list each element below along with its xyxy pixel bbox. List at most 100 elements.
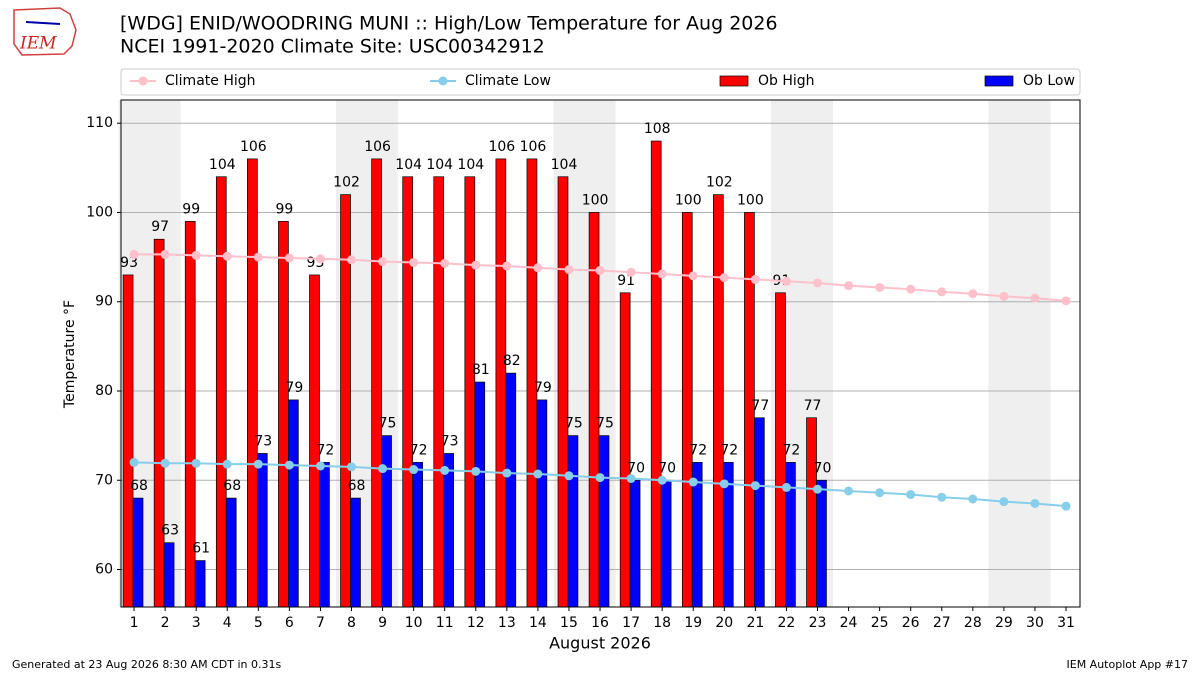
legend-label: Ob High [758, 73, 815, 89]
data-label: 70 [814, 460, 832, 476]
bar [122, 274, 134, 608]
bar [132, 497, 144, 608]
bar [153, 238, 165, 608]
point [688, 477, 698, 487]
bar [371, 158, 382, 608]
bar [443, 453, 454, 608]
y-tick-label: 80 [95, 383, 113, 399]
x-tick-label: 26 [902, 615, 920, 631]
footer-right: IEM Autoplot App #17 [1067, 658, 1189, 671]
x-tick-label: 8 [347, 615, 356, 631]
point [968, 289, 978, 299]
weekend-shade [1019, 100, 1051, 607]
logo: IEM [13, 7, 77, 56]
data-label: 77 [751, 398, 769, 414]
x-tick-label: 10 [405, 615, 423, 631]
point [284, 460, 294, 470]
bar [567, 435, 579, 608]
data-label: 68 [348, 478, 366, 494]
point [222, 459, 232, 469]
point [844, 281, 854, 291]
point [564, 471, 574, 481]
bar [474, 381, 486, 608]
data-label: 104 [551, 157, 578, 173]
bar [163, 542, 175, 608]
point [471, 260, 481, 270]
data-label: 102 [706, 175, 733, 191]
data-label: 72 [316, 442, 334, 458]
y-tick-label: 90 [95, 294, 113, 310]
bar [194, 560, 206, 608]
x-tick-label: 11 [436, 615, 454, 631]
data-label: 82 [503, 353, 521, 369]
point [1030, 293, 1040, 303]
point [409, 465, 419, 475]
data-label: 75 [565, 416, 583, 432]
y-axis-label: Temperature °F [62, 300, 78, 409]
bar [247, 158, 258, 608]
point [812, 278, 822, 288]
point [626, 267, 636, 277]
data-label: 73 [254, 433, 272, 449]
point [1061, 501, 1071, 511]
data-label: 97 [151, 219, 169, 235]
data-label: 100 [582, 192, 609, 208]
x-tick-label: 30 [1026, 615, 1044, 631]
bar [412, 462, 423, 608]
data-label: 75 [379, 416, 397, 432]
point [750, 274, 760, 284]
data-label: 106 [520, 139, 547, 155]
x-tick-label: 22 [778, 615, 796, 631]
data-label: 99 [275, 201, 293, 217]
data-label: 72 [782, 442, 800, 458]
y-tick-label: 60 [95, 562, 113, 578]
y-tick-label: 110 [86, 115, 113, 131]
x-tick-label: 17 [622, 615, 640, 631]
point [502, 261, 512, 271]
data-label: 81 [472, 362, 490, 378]
chart-title: [WDG] ENID/WOODRING MUNI :: High/Low Tem… [120, 13, 778, 35]
data-label: 70 [627, 460, 645, 476]
legend-swatch [438, 76, 448, 86]
data-label: 106 [488, 139, 515, 155]
data-label: 100 [675, 192, 702, 208]
data-label: 77 [804, 398, 822, 414]
x-tick-label: 3 [192, 615, 201, 631]
bar [806, 417, 817, 608]
bar [309, 274, 320, 608]
point [781, 276, 791, 286]
point [844, 486, 854, 496]
weekend-shade [988, 100, 1020, 607]
bar [660, 479, 672, 608]
data-label: 63 [161, 523, 179, 539]
x-tick-label: 6 [285, 615, 294, 631]
legend-swatch [138, 76, 148, 86]
x-tick-label: 29 [995, 615, 1013, 631]
point [595, 473, 605, 483]
data-label: 99 [182, 201, 200, 217]
logo-text: IEM [19, 34, 57, 54]
data-label: 75 [596, 416, 614, 432]
point [875, 488, 885, 498]
footer-left: Generated at 23 Aug 2026 8:30 AM CDT in … [12, 658, 281, 671]
point [906, 284, 916, 294]
point [502, 468, 512, 478]
data-label: 93 [120, 255, 138, 271]
point [409, 257, 419, 267]
point [378, 257, 388, 267]
point [1061, 296, 1071, 306]
x-tick-label: 9 [378, 615, 387, 631]
bar [681, 212, 693, 608]
x-tick-label: 2 [161, 615, 170, 631]
legend-label: Climate Low [465, 73, 551, 89]
data-label: 70 [658, 460, 676, 476]
point [533, 469, 543, 479]
bar [713, 194, 724, 608]
bar [319, 462, 330, 608]
point [253, 252, 263, 262]
y-tick-label: 100 [86, 204, 113, 220]
bar [816, 479, 827, 608]
point [657, 269, 667, 279]
x-tick-label: 14 [529, 615, 547, 631]
